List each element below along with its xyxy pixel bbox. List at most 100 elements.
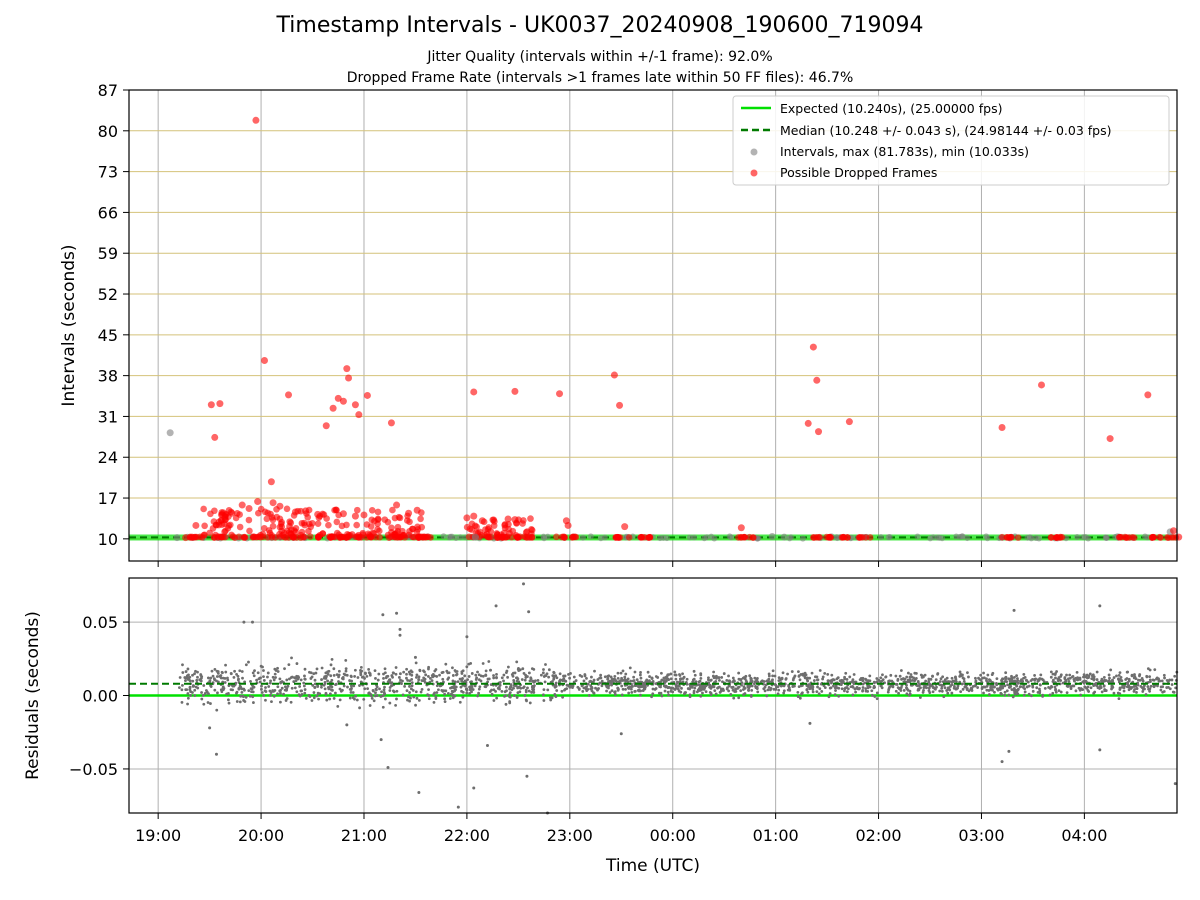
residual-point	[1148, 689, 1152, 693]
residual-point	[576, 685, 580, 689]
residual-point	[1017, 681, 1020, 685]
residual-point	[329, 674, 333, 678]
residual-point	[1007, 693, 1011, 697]
residual-point	[1031, 677, 1034, 681]
residual-point	[993, 690, 996, 694]
residual-point	[461, 695, 465, 699]
dropped-frame-point	[301, 521, 309, 529]
dropped-frame-point	[285, 391, 293, 399]
dropped-frame-point	[345, 531, 353, 539]
residual-point	[1111, 679, 1114, 683]
residual-point	[1135, 686, 1139, 690]
residual-point	[512, 694, 516, 697]
residual-point	[1042, 680, 1046, 684]
residual-point	[461, 677, 464, 680]
dropped-frame-point	[261, 508, 269, 516]
legend-intervals-swatch	[750, 148, 758, 156]
residual-point	[209, 685, 213, 688]
residual-point	[298, 685, 302, 688]
residual-point	[211, 674, 215, 678]
residual-point	[798, 696, 802, 700]
residual-point	[401, 693, 405, 697]
residual-point	[1065, 691, 1069, 695]
residual-point	[806, 690, 810, 694]
residual-point	[201, 693, 205, 697]
residual-point	[552, 670, 556, 674]
residual-point	[905, 692, 909, 696]
residual-point	[542, 668, 545, 671]
residual-point	[660, 671, 663, 675]
residual-point	[905, 686, 909, 690]
residual-point	[621, 669, 625, 673]
residual-point	[669, 689, 673, 693]
residual-point	[1016, 692, 1020, 696]
residual-point	[530, 685, 534, 689]
residual-point	[673, 670, 677, 674]
residual-point	[374, 688, 378, 692]
residual-point	[718, 690, 722, 694]
residual-point	[443, 692, 446, 696]
dropped-frame-point	[251, 533, 258, 541]
residual-point	[982, 685, 986, 689]
residual-point	[226, 678, 230, 682]
residual-point	[298, 694, 302, 698]
residual-point	[506, 675, 510, 679]
dropped-frame-point	[261, 356, 269, 364]
residual-point	[1159, 685, 1163, 689]
dropped-frame-point	[182, 534, 190, 542]
dropped-frame-point	[826, 533, 834, 541]
dropped-frame-point	[276, 530, 283, 538]
dropped-frame-point	[273, 513, 281, 521]
dropped-frame-point	[259, 530, 267, 538]
residual-point	[479, 679, 483, 683]
chart-title: Timestamp Intervals - UK0037_20240908_19…	[276, 13, 924, 38]
residual-point	[598, 681, 602, 685]
residual-point	[351, 691, 355, 694]
residual-point	[950, 676, 954, 680]
dropped-frame-point	[368, 506, 376, 514]
residual-point	[193, 672, 196, 676]
residual-point	[1095, 684, 1099, 687]
residual-point	[616, 676, 620, 680]
interval-point	[1035, 535, 1042, 542]
residual-point	[252, 701, 255, 704]
interval-point	[166, 429, 174, 437]
residual-point	[408, 679, 412, 683]
dropped-frame-point	[463, 514, 471, 522]
residual-point	[492, 674, 495, 677]
residual-point	[718, 678, 721, 682]
residual-point	[942, 695, 946, 699]
residual-point	[1075, 670, 1079, 674]
residual-point	[439, 684, 443, 687]
dropped-frame-point	[511, 387, 519, 395]
residual-point	[667, 678, 671, 682]
residual-point	[586, 682, 590, 686]
residual-point	[567, 673, 570, 676]
residual-point	[771, 669, 775, 673]
dropped-frame-point	[388, 524, 395, 532]
residual-point	[460, 670, 464, 674]
residual-point	[394, 672, 398, 676]
residual-point	[184, 676, 187, 680]
residual-point	[797, 670, 800, 674]
residual-point	[639, 671, 642, 674]
residual-point	[218, 674, 222, 678]
residual-point	[299, 678, 303, 682]
residual-point	[805, 687, 809, 691]
dropped-frame-point	[396, 514, 404, 522]
residual-point	[919, 686, 922, 690]
residual-point	[1013, 675, 1016, 679]
residual-point	[417, 675, 421, 679]
residual-point	[810, 671, 814, 675]
residual-point	[914, 671, 918, 675]
dropped-frame-point	[405, 509, 413, 517]
residual-point	[215, 675, 219, 678]
residual-point	[760, 679, 764, 683]
residual-point	[832, 678, 836, 682]
residual-point	[430, 679, 434, 683]
dropped-frame-point	[211, 433, 219, 441]
residual-point	[459, 685, 463, 689]
dropped-frame-point	[393, 501, 401, 509]
residual-point	[395, 611, 399, 615]
residual-point	[1173, 782, 1177, 786]
